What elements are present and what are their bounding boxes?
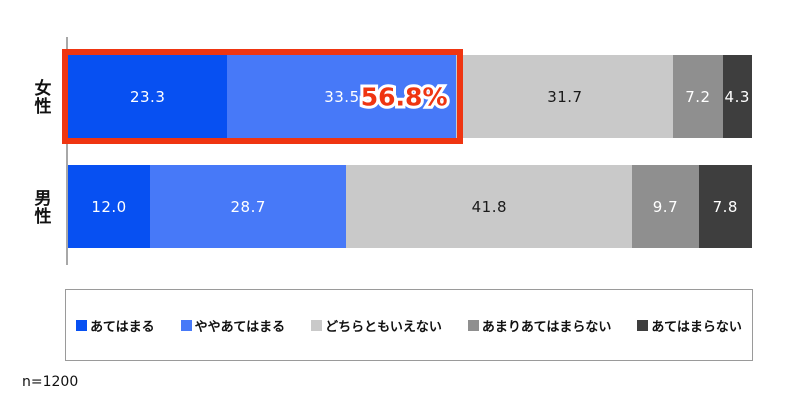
bar-segment: 9.7 [632,165,699,248]
legend-label: どちらともいえない [325,319,442,335]
legend-label: あまりあてはまらない [481,319,612,335]
bar-segment: 7.8 [698,165,752,248]
y-axis-line [66,37,68,265]
highlight-total-label-outline: 56.8% [358,81,451,112]
bar-segment: 28.7 [150,165,347,248]
highlight-total-label-text: 56.8% [360,82,448,111]
highlight-total-label: 56.8% 56.8% [358,81,451,112]
row-label-male: 男性 [30,188,51,225]
legend-label: ややあてはまる [194,319,286,335]
legend-swatch-icon [637,319,649,331]
legend-items: あてはまる ややあてはまる どちらともいえない あまりあてはまらない あてはまらない [76,316,742,335]
segment-value-label: 28.7 [230,197,266,216]
legend-label: あてはまる [90,319,155,335]
segment-value-label: 12.0 [91,197,127,216]
stacked-bar-female: 23.3 33.5 31.7 7.2 4.3 56.8% 56.8% [62,49,752,144]
bar-segment: 12.0 [68,165,151,248]
segment-value-label: 7.8 [712,197,738,216]
legend-item: あてはまる [76,316,155,335]
bar-segment: 41.8 [346,165,633,248]
bar-segment: 7.2 [673,55,723,138]
bar-segment: 31.7 [456,55,674,138]
segment-value-label: 9.7 [652,197,679,216]
sample-size-note: n=1200 [22,374,79,390]
legend-item: ややあてはまる [180,316,286,335]
bar-segment: 23.3 [68,55,228,138]
legend-item: どちらともいえない [311,316,442,335]
bar-row-male: 男性 12.0 28.7 41.8 9.7 7.8 [31,165,752,248]
bar-segment: 4.3 [722,55,752,138]
segment-value-label: 41.8 [471,197,508,216]
legend-swatch-icon [311,319,323,331]
legend-swatch-icon [467,319,479,331]
legend-item: あてはまらない [637,316,742,335]
bar-segment: 33.5 [227,55,457,138]
segment-value-label: 23.3 [129,87,166,106]
bar-row-female: 女性 23.3 33.5 31.7 7.2 4.3 56.8% 56.8% [31,49,752,144]
segment-value-label: 4.3 [724,87,750,106]
segment-value-label: 31.7 [547,87,583,106]
legend-item: あまりあてはまらない [467,316,612,335]
legend-label: あてはまらない [651,319,742,335]
legend-box: あてはまる ややあてはまる どちらともいえない あまりあてはまらない あてはまらない [65,289,753,361]
legend-swatch-icon [76,319,88,331]
legend-swatch-icon [180,319,192,331]
stacked-bar-male: 12.0 28.7 41.8 9.7 7.8 [68,165,752,248]
segment-value-label: 33.5 [324,87,360,106]
segment-value-label: 7.2 [685,87,711,106]
row-label-female: 女性 [30,78,51,115]
